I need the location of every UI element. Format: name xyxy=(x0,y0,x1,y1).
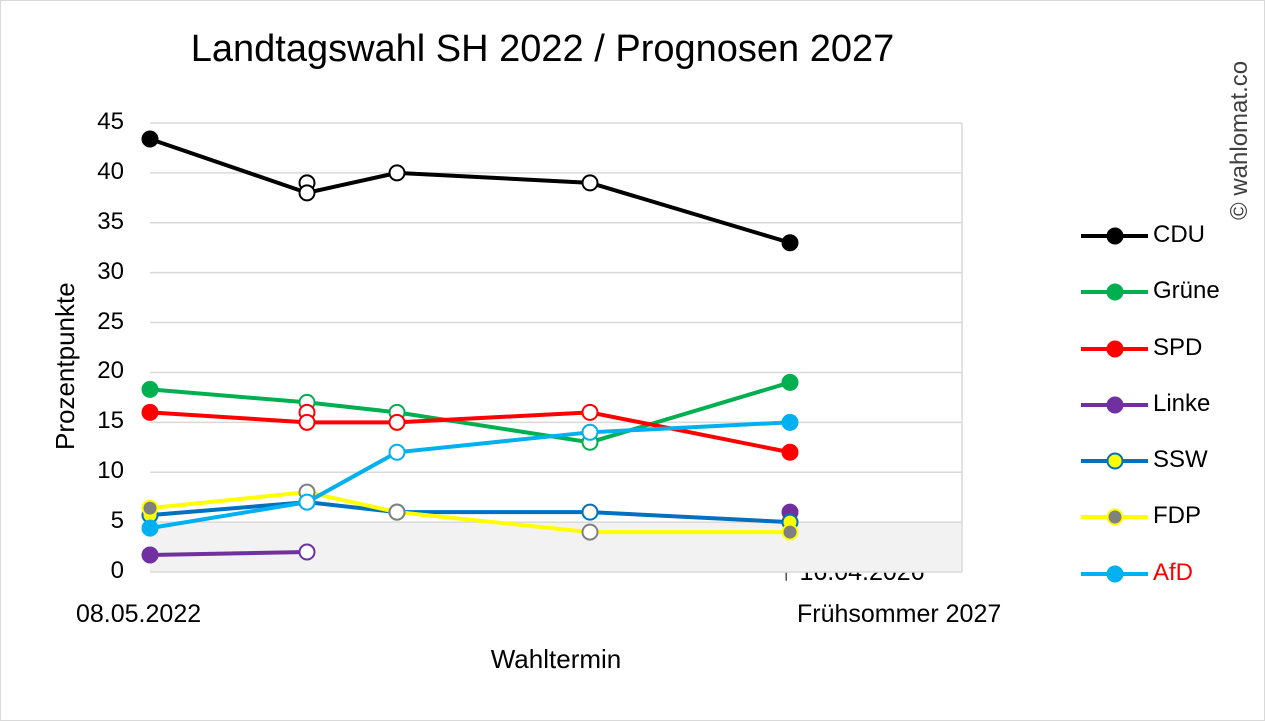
legend-marker xyxy=(1106,565,1124,583)
data-point-afd xyxy=(141,519,159,537)
y-tick-label: 25 xyxy=(97,307,124,335)
data-point-spd xyxy=(298,413,316,431)
legend-marker xyxy=(1106,508,1124,526)
legend-label: SPD xyxy=(1153,333,1203,361)
legend-swatch xyxy=(1081,508,1148,526)
legend-item-grüne: Grüne xyxy=(1080,275,1250,331)
legend-swatch xyxy=(1081,396,1148,414)
x-axis-label: Wahltermin xyxy=(490,644,622,674)
legend-marker xyxy=(1106,452,1124,470)
y-tick-label: 0 xyxy=(110,557,124,584)
data-point-spd xyxy=(388,413,406,431)
data-point-afd xyxy=(581,423,599,441)
data-point-afd xyxy=(298,493,316,511)
legend-marker xyxy=(1106,340,1124,358)
legend-label: CDU xyxy=(1153,221,1205,248)
legend-marker xyxy=(1106,283,1124,301)
y-tick-label: 35 xyxy=(97,207,124,235)
data-point-ssw xyxy=(581,503,599,521)
y-tick-label: 5 xyxy=(110,507,124,535)
data-point-cdu xyxy=(141,130,159,148)
data-point-fdp xyxy=(141,499,159,517)
data-point-linke xyxy=(141,546,159,564)
data-point-cdu xyxy=(781,234,799,252)
legend-item-fdp: FDP xyxy=(1080,500,1250,556)
y-tick-label: 40 xyxy=(97,157,124,185)
y-tick-label: 10 xyxy=(97,457,124,485)
legend-swatch xyxy=(1081,565,1148,583)
data-point-linke xyxy=(298,543,316,561)
data-point-cdu xyxy=(581,174,599,192)
data-point-cdu xyxy=(388,164,406,182)
legend-item-spd: SPD xyxy=(1080,332,1250,388)
legend-item-cdu: CDU xyxy=(1080,219,1250,275)
x-category-start: 08.05.2022 xyxy=(76,600,202,628)
data-point-fdp xyxy=(581,523,599,541)
legend-label: Linke xyxy=(1153,389,1211,417)
data-point-fdp xyxy=(781,523,799,541)
data-point-grüne xyxy=(781,373,799,391)
data-point-grüne xyxy=(141,380,159,398)
legend-swatch xyxy=(1081,283,1148,301)
data-point-spd xyxy=(581,403,599,421)
series-line-cdu xyxy=(149,137,791,245)
y-tick-label: 30 xyxy=(97,257,124,285)
data-point-spd xyxy=(141,403,159,421)
chart-title: Landtagswahl SH 2022 / Prognosen 2027 xyxy=(190,28,895,70)
legend-item-linke: Linke xyxy=(1080,388,1250,444)
legend-marker xyxy=(1106,396,1124,414)
data-point-afd xyxy=(781,413,799,431)
legend-item-ssw: SSW xyxy=(1080,444,1250,500)
legend-label: SSW xyxy=(1153,446,1208,474)
series-line-linke xyxy=(149,550,308,558)
y-tick-label: 20 xyxy=(97,357,124,385)
legend-label: Grüne xyxy=(1153,277,1220,305)
y-tick-label: 15 xyxy=(97,407,124,435)
data-point-fdp xyxy=(388,503,406,521)
legend-swatch xyxy=(1081,452,1148,470)
x-category-end: Frühsommer 2027 xyxy=(797,600,1002,628)
data-point-spd xyxy=(781,443,799,461)
y-tick-label: 45 xyxy=(97,108,124,135)
legend-swatch xyxy=(1081,227,1148,245)
legend-marker xyxy=(1106,227,1124,245)
legend: CDU Grüne SPD Linke SSW FDP AfD xyxy=(1080,219,1250,613)
data-point-cdu xyxy=(298,184,316,202)
legend-label: AfD xyxy=(1153,558,1194,586)
legend-label: FDP xyxy=(1153,502,1201,530)
data-point-afd xyxy=(388,443,406,461)
legend-swatch xyxy=(1081,340,1148,358)
legend-item-afd: AfD xyxy=(1080,557,1250,613)
